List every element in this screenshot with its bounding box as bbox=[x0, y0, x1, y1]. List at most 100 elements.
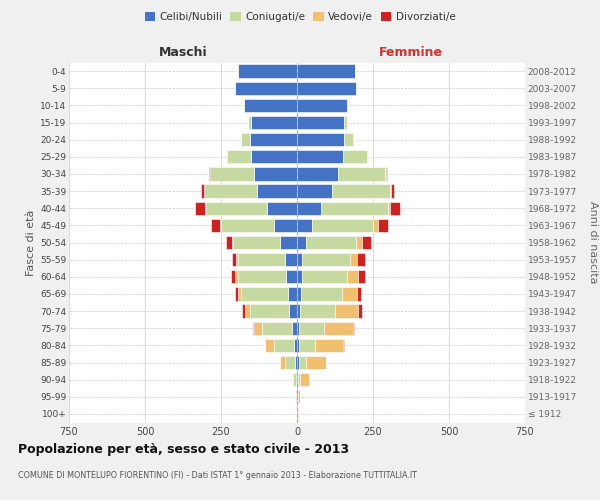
Bar bbox=[262, 322, 292, 335]
Bar bbox=[297, 236, 306, 249]
Bar bbox=[312, 218, 373, 232]
Bar bbox=[296, 390, 297, 404]
Bar bbox=[302, 253, 350, 266]
Text: Popolazione per età, sesso e stato civile - 2013: Popolazione per età, sesso e stato civil… bbox=[18, 442, 349, 456]
Bar bbox=[250, 133, 297, 146]
Bar bbox=[388, 202, 390, 215]
Bar bbox=[297, 390, 298, 404]
Bar bbox=[211, 218, 220, 232]
Bar bbox=[357, 287, 361, 300]
Bar bbox=[390, 202, 400, 215]
Bar bbox=[244, 98, 297, 112]
Bar bbox=[221, 218, 274, 232]
Bar bbox=[347, 270, 358, 283]
Bar bbox=[297, 184, 332, 198]
Bar bbox=[386, 167, 387, 180]
Bar bbox=[233, 236, 280, 249]
Bar bbox=[344, 116, 347, 129]
Bar bbox=[297, 356, 299, 369]
Bar bbox=[238, 287, 241, 300]
Bar bbox=[274, 218, 297, 232]
Bar bbox=[205, 202, 206, 215]
Bar bbox=[297, 304, 300, 318]
Bar bbox=[377, 218, 388, 232]
Bar bbox=[301, 373, 310, 386]
Bar bbox=[367, 150, 368, 164]
Bar bbox=[286, 270, 297, 283]
Bar bbox=[226, 150, 227, 164]
Bar bbox=[226, 236, 232, 249]
Bar bbox=[293, 373, 296, 386]
Bar bbox=[238, 253, 285, 266]
Bar bbox=[295, 356, 297, 369]
Bar bbox=[257, 184, 297, 198]
Bar bbox=[206, 202, 266, 215]
Bar bbox=[285, 356, 295, 369]
Bar bbox=[285, 253, 297, 266]
Bar bbox=[235, 270, 238, 283]
Bar bbox=[335, 304, 358, 318]
Bar bbox=[358, 304, 362, 318]
Bar bbox=[350, 253, 357, 266]
Bar bbox=[390, 184, 391, 198]
Bar bbox=[297, 64, 355, 78]
Bar bbox=[338, 167, 385, 180]
Bar bbox=[297, 322, 299, 335]
Bar bbox=[294, 338, 297, 352]
Bar bbox=[297, 407, 298, 420]
Bar bbox=[232, 236, 233, 249]
Bar bbox=[297, 167, 338, 180]
Text: COMUNE DI MONTELUPO FIORENTINO (FI) - Dati ISTAT 1° gennaio 2013 - Elaborazione : COMUNE DI MONTELUPO FIORENTINO (FI) - Da… bbox=[18, 471, 417, 480]
Bar bbox=[344, 133, 353, 146]
Bar bbox=[301, 287, 341, 300]
Bar bbox=[343, 338, 344, 352]
Bar bbox=[274, 338, 294, 352]
Bar bbox=[265, 338, 274, 352]
Bar bbox=[297, 373, 298, 386]
Bar bbox=[324, 322, 353, 335]
Bar bbox=[297, 270, 302, 283]
Bar bbox=[297, 287, 301, 300]
Bar bbox=[358, 270, 365, 283]
Bar bbox=[220, 218, 221, 232]
Bar bbox=[243, 98, 244, 112]
Bar bbox=[385, 167, 386, 180]
Bar bbox=[298, 373, 301, 386]
Bar bbox=[322, 202, 388, 215]
Bar bbox=[292, 322, 297, 335]
Bar bbox=[266, 202, 297, 215]
Bar bbox=[227, 150, 251, 164]
Bar bbox=[302, 270, 347, 283]
Bar bbox=[231, 270, 235, 283]
Bar bbox=[356, 236, 362, 249]
Bar bbox=[295, 390, 296, 404]
Bar bbox=[288, 287, 297, 300]
Bar bbox=[353, 322, 354, 335]
Bar bbox=[251, 116, 297, 129]
Bar bbox=[204, 184, 257, 198]
Bar bbox=[280, 236, 297, 249]
Bar bbox=[298, 390, 300, 404]
Bar bbox=[296, 373, 297, 386]
Bar bbox=[241, 133, 250, 146]
Bar bbox=[235, 287, 238, 300]
Bar bbox=[298, 407, 299, 420]
Bar bbox=[297, 218, 312, 232]
Bar bbox=[297, 98, 347, 112]
Bar bbox=[241, 287, 288, 300]
Bar bbox=[292, 373, 293, 386]
Bar bbox=[332, 184, 390, 198]
Bar bbox=[234, 82, 235, 95]
Bar bbox=[362, 236, 371, 249]
Bar bbox=[254, 322, 262, 335]
Bar bbox=[299, 338, 315, 352]
Bar bbox=[211, 167, 254, 180]
Text: Maschi: Maschi bbox=[158, 46, 208, 59]
Bar bbox=[297, 253, 302, 266]
Bar bbox=[201, 184, 204, 198]
Bar bbox=[236, 253, 238, 266]
Bar bbox=[299, 322, 324, 335]
Bar bbox=[297, 116, 344, 129]
Bar bbox=[245, 304, 250, 318]
Bar bbox=[209, 167, 210, 180]
